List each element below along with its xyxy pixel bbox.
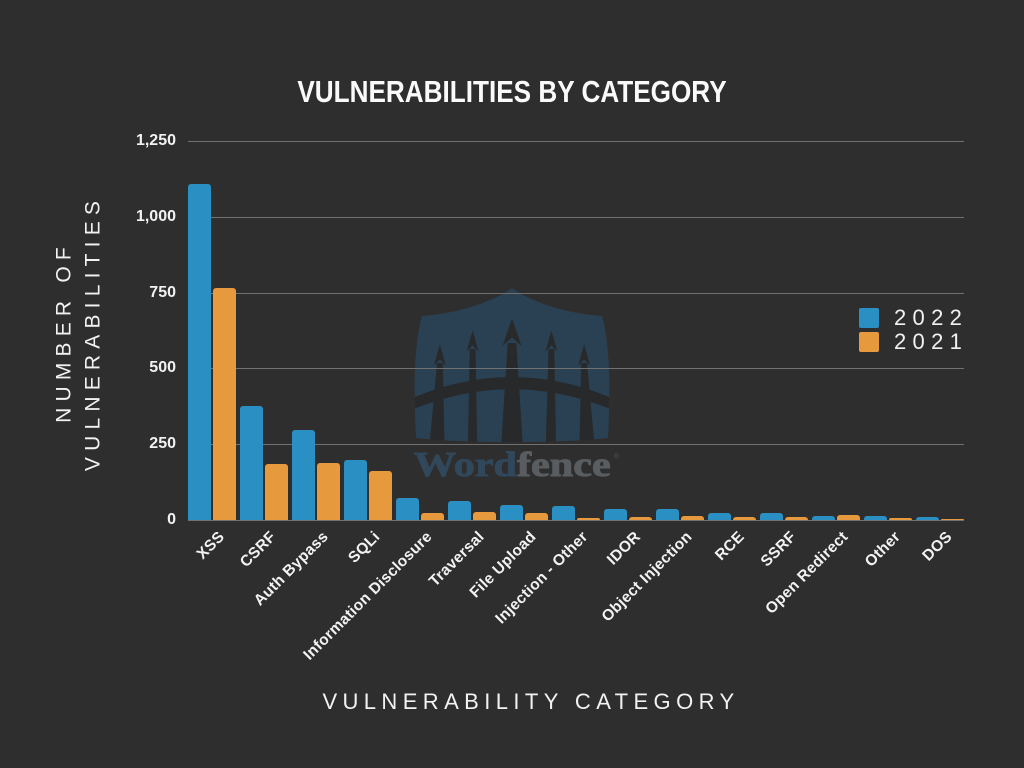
svg-text:Wordfence: Wordfence	[414, 445, 611, 484]
svg-text:®: ®	[614, 452, 620, 461]
